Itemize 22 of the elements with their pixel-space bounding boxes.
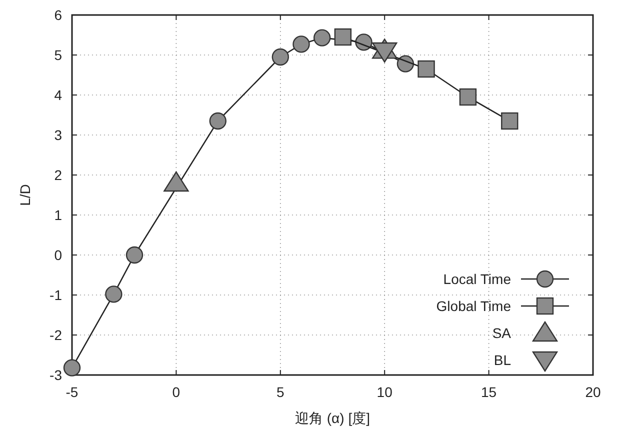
- x-axis-title: 迎角 (α) [度]: [295, 410, 370, 426]
- y-tick-label: 1: [54, 207, 62, 223]
- y-tick-label: -1: [50, 287, 62, 303]
- legend-label: BL: [494, 352, 512, 368]
- y-tick-label: 3: [54, 127, 62, 143]
- legend-label: Global Time: [436, 298, 512, 314]
- legend-label: SA: [492, 325, 512, 341]
- y-tick-label: 4: [54, 87, 62, 103]
- y-tick-label: 5: [54, 47, 62, 63]
- y-tick-label: 2: [54, 167, 62, 183]
- y-tick-label: -2: [50, 327, 62, 343]
- x-tick-label: 20: [585, 384, 601, 400]
- legend-label: Local Time: [443, 271, 512, 287]
- y-tick-label: 0: [54, 247, 62, 263]
- y-tick-label: 6: [54, 7, 62, 23]
- y-tick-label: -3: [50, 367, 62, 383]
- x-tick-label: 10: [376, 384, 393, 400]
- x-tick-label: 0: [172, 384, 180, 400]
- y-axis-title: L/D: [17, 184, 33, 206]
- x-tick-label: -5: [66, 384, 78, 400]
- x-tick-label: 5: [276, 384, 284, 400]
- x-tick-label: 15: [481, 384, 497, 400]
